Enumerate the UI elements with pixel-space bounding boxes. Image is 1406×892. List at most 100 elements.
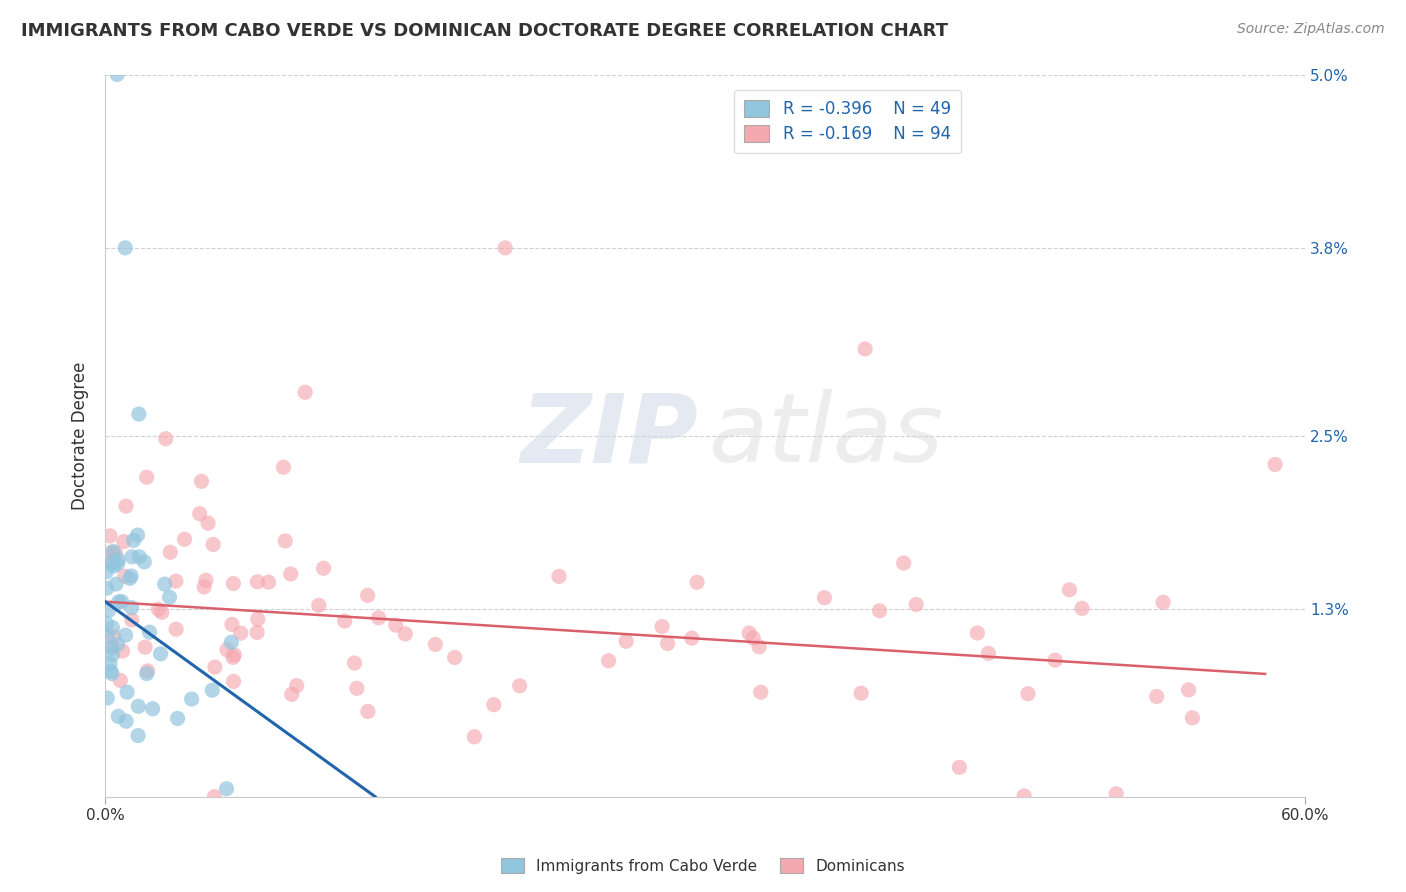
Point: [96, 565, 118, 579]
Point: [107, 638, 129, 652]
Point: [246, 625, 269, 640]
Point: [657, 636, 679, 650]
Point: [394, 627, 416, 641]
Point: [202, 537, 225, 551]
Point: [173, 533, 195, 547]
Point: [194, 574, 217, 588]
Point: [749, 685, 772, 699]
Point: [103, 559, 125, 574]
Point: [111, 594, 134, 608]
Point: [356, 588, 378, 602]
Point: [294, 385, 316, 400]
Point: [150, 605, 173, 619]
Point: [134, 640, 156, 655]
Point: [165, 574, 187, 588]
Point: [222, 576, 245, 591]
Point: [104, 577, 127, 591]
Point: [201, 683, 224, 698]
Point: [149, 647, 172, 661]
Point: [384, 618, 406, 632]
Point: [312, 561, 335, 575]
Point: [114, 241, 136, 255]
Point: [121, 613, 143, 627]
Point: [107, 595, 129, 609]
Point: [107, 709, 129, 723]
Point: [443, 650, 465, 665]
Point: [202, 789, 225, 804]
Point: [120, 569, 142, 583]
Point: [128, 549, 150, 564]
Point: [813, 591, 835, 605]
Point: [333, 614, 356, 628]
Point: [100, 556, 122, 570]
Point: [1017, 687, 1039, 701]
Point: [215, 781, 238, 796]
Point: [122, 533, 145, 548]
Point: [142, 702, 165, 716]
Point: [681, 631, 703, 645]
Point: [155, 432, 177, 446]
Point: [115, 499, 138, 513]
Point: [246, 612, 269, 626]
Point: [135, 470, 157, 484]
Point: [180, 692, 202, 706]
Point: [357, 705, 380, 719]
Point: [346, 681, 368, 696]
Point: [128, 407, 150, 421]
Point: [738, 626, 761, 640]
Point: [98, 529, 121, 543]
Point: [107, 557, 129, 571]
Point: [222, 674, 245, 689]
Point: [1146, 690, 1168, 704]
Point: [101, 666, 124, 681]
Point: [246, 574, 269, 589]
Point: [221, 635, 243, 649]
Point: [1059, 582, 1081, 597]
Point: [204, 660, 226, 674]
Point: [103, 544, 125, 558]
Text: atlas: atlas: [707, 389, 942, 482]
Point: [138, 625, 160, 640]
Point: [114, 569, 136, 583]
Point: [135, 666, 157, 681]
Point: [190, 475, 212, 489]
Point: [148, 602, 170, 616]
Point: [136, 664, 159, 678]
Point: [748, 640, 770, 654]
Point: [121, 549, 143, 564]
Point: [104, 546, 127, 560]
Point: [548, 569, 571, 583]
Point: [482, 698, 505, 712]
Point: [97, 603, 120, 617]
Point: [651, 619, 673, 633]
Point: [367, 611, 389, 625]
Point: [280, 566, 302, 581]
Point: [118, 571, 141, 585]
Point: [1071, 601, 1094, 615]
Point: [849, 686, 872, 700]
Point: [1264, 458, 1286, 472]
Point: [127, 528, 149, 542]
Point: [229, 626, 252, 640]
Point: [96, 616, 118, 631]
Point: [121, 600, 143, 615]
Point: [100, 664, 122, 678]
Point: [197, 516, 219, 530]
Point: [98, 657, 121, 671]
Point: [222, 650, 245, 665]
Point: [343, 656, 366, 670]
Point: [224, 648, 246, 662]
Point: [1012, 789, 1035, 803]
Point: [159, 545, 181, 559]
Point: [614, 634, 637, 648]
Point: [893, 556, 915, 570]
Point: [153, 577, 176, 591]
Point: [1177, 682, 1199, 697]
Y-axis label: Doctorate Degree: Doctorate Degree: [72, 361, 89, 510]
Point: [308, 599, 330, 613]
Legend: R = -0.396    N = 49, R = -0.169    N = 94: R = -0.396 N = 49, R = -0.169 N = 94: [734, 90, 960, 153]
Point: [257, 575, 280, 590]
Point: [115, 685, 138, 699]
Point: [948, 760, 970, 774]
Point: [159, 591, 181, 605]
